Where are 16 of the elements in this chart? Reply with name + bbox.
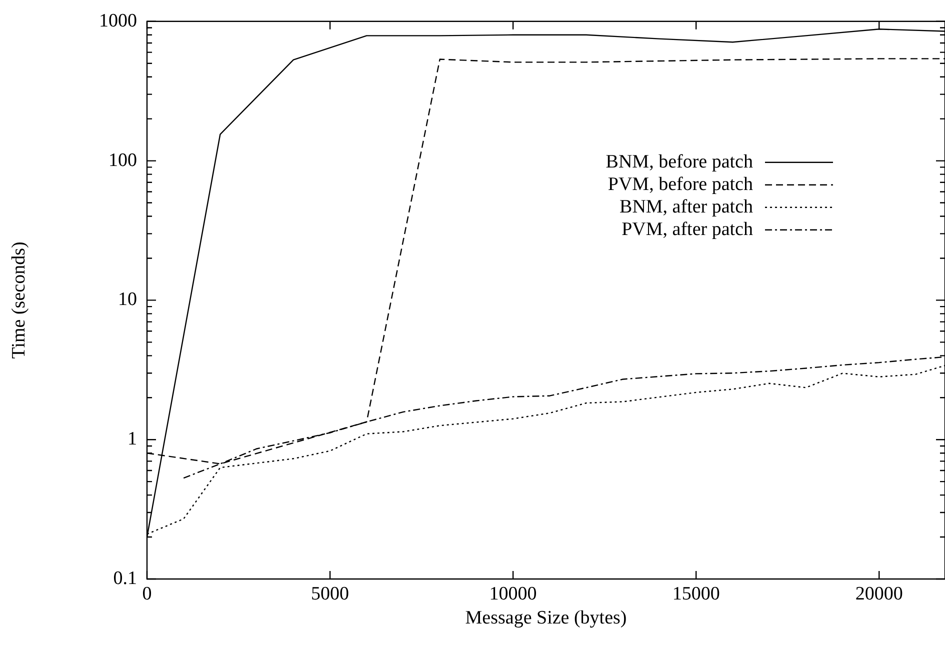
legend-label: PVM, before patch: [608, 174, 754, 195]
y-tick-label: 1000: [99, 10, 137, 32]
x-tick-label: 0: [142, 583, 152, 604]
x-tick-label: 15000: [672, 583, 720, 604]
y-tick-label: 10: [118, 289, 137, 310]
y-tick-label: 100: [108, 150, 137, 171]
legend-label: PVM, after patch: [622, 218, 754, 240]
y-tick-label: 0.1: [113, 568, 137, 589]
x-tick-label: 20000: [855, 583, 903, 604]
legend-label: BNM, before patch: [606, 151, 754, 172]
y-axis-title: Time (seconds): [8, 242, 30, 359]
x-tick-label: 10000: [489, 583, 537, 604]
x-axis-title: Message Size (bytes): [465, 608, 627, 629]
x-tick-label: 5000: [311, 583, 350, 604]
y-tick-label: 1: [128, 428, 137, 450]
legend-label: BNM, after patch: [620, 196, 754, 218]
